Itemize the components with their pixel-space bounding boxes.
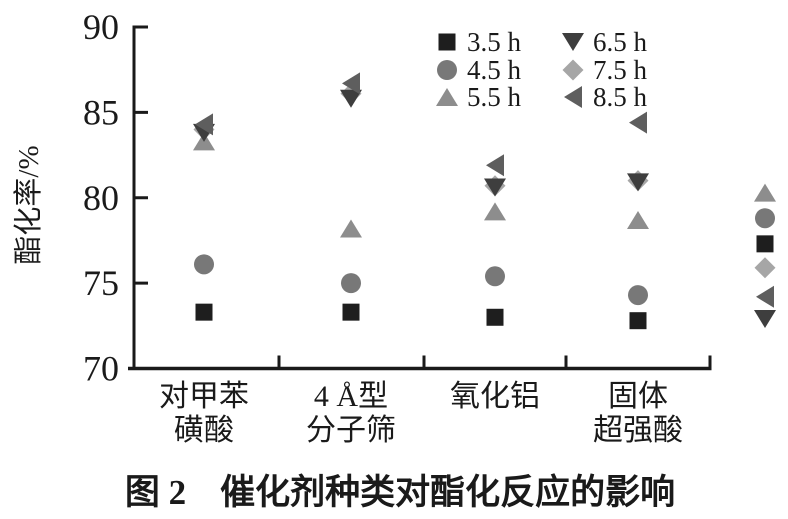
edge-diamond-marker	[754, 257, 776, 279]
y-axis-tick-labels: 90 85 80 75 70	[83, 7, 119, 389]
right-edge-marker-column	[754, 183, 776, 328]
x-category-label: 分子筛	[306, 414, 396, 447]
y-tick-label: 75	[83, 263, 119, 303]
y-axis-label: 酯化率/%	[12, 145, 45, 264]
x-category-label: 4 Å型	[314, 380, 388, 413]
legend-label: 5.5 h	[467, 82, 522, 112]
legend-label: 8.5 h	[593, 82, 648, 112]
caption-text: 催化剂种类对酯化反应的影响	[220, 472, 675, 512]
y-tick-label: 80	[83, 178, 119, 218]
x-category-label: 磺酸	[174, 414, 234, 447]
x-category-label: 氧化铝	[450, 380, 540, 413]
x-category-label: 对甲苯	[159, 380, 249, 413]
point-circle-cat2	[341, 273, 361, 294]
legend-triangle-left-icon	[564, 86, 582, 108]
y-tick-label: 90	[83, 7, 119, 47]
x-category-label: 超强酸	[593, 414, 683, 447]
axes	[128, 25, 712, 371]
point-triangle-left-cat1	[195, 113, 213, 136]
edge-triangle-left-marker	[756, 285, 774, 308]
edge-square-marker	[756, 235, 774, 253]
point-triangle-up-cat3	[484, 202, 506, 221]
point-square-cat4	[629, 312, 647, 330]
point-triangle-up-cat4	[627, 210, 649, 229]
x-category-label: 固体	[608, 380, 668, 413]
legend-circle-icon	[437, 60, 457, 80]
point-triangle-left-cat2	[342, 72, 360, 95]
legend-label: 6.5 h	[593, 27, 648, 57]
legend: 3.5 h4.5 h5.5 h 6.5 h7.5 h8.5 h	[436, 27, 648, 112]
legend-label: 4.5 h	[467, 55, 522, 85]
point-triangle-left-cat4	[629, 111, 647, 134]
legend-triangle-down-icon	[562, 33, 584, 51]
point-circle-cat1	[194, 254, 214, 275]
y-tick-label: 70	[83, 349, 119, 389]
point-triangle-down-cat2	[340, 89, 362, 108]
legend-label: 3.5 h	[467, 27, 522, 57]
point-triangle-down-cat3	[484, 178, 506, 197]
edge-circle-marker	[755, 208, 775, 229]
point-triangle-up-cat2	[340, 219, 362, 238]
point-circle-cat4	[628, 285, 648, 306]
legend-square-icon	[438, 33, 456, 51]
point-circle-cat3	[485, 266, 505, 287]
point-square-cat2	[342, 303, 360, 321]
edge-triangle-down-marker	[754, 309, 776, 328]
legend-diamond-icon	[562, 59, 584, 81]
caption-number: 图 2	[125, 473, 186, 512]
point-triangle-left-cat3	[486, 154, 504, 177]
point-square-cat3	[486, 308, 504, 326]
legend-label: 7.5 h	[593, 55, 648, 85]
data-points	[193, 72, 649, 330]
point-triangle-down-cat4	[627, 173, 649, 192]
edge-triangle-up-marker	[754, 183, 776, 202]
y-tick-label: 85	[83, 92, 119, 132]
figure-caption: 图 2 催化剂种类对酯化反应的影响	[125, 472, 675, 512]
point-square-cat1	[195, 303, 213, 321]
legend-triangle-up-icon	[436, 88, 458, 106]
